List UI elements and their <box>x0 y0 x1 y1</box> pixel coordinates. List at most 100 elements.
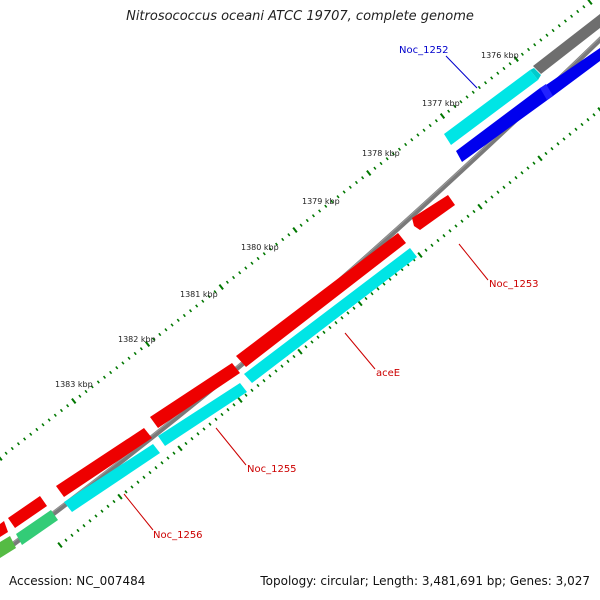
minor-tick <box>148 470 152 475</box>
minor-tick <box>139 347 143 351</box>
minor-tick <box>88 519 92 523</box>
minor-tick <box>422 128 426 132</box>
scale-label: 1381 kbp <box>180 290 218 299</box>
minor-tick <box>160 461 164 465</box>
gene-label-noc-1256: Noc_1256 <box>153 530 203 541</box>
major-tick <box>297 348 303 355</box>
minor-tick <box>544 151 548 156</box>
minor-tick <box>130 485 134 489</box>
minor-tick <box>202 427 206 431</box>
scale-label: 1377 kbp <box>422 99 460 108</box>
cds-noc-1256 <box>56 428 152 497</box>
minor-tick <box>268 374 272 378</box>
major-tick <box>57 542 63 548</box>
minor-tick <box>502 66 506 71</box>
minor-tick <box>490 76 494 80</box>
minor-tick <box>170 323 174 327</box>
major-tick <box>0 456 3 461</box>
minor-tick <box>100 509 104 513</box>
minor-tick <box>532 161 536 165</box>
minor-tick <box>334 320 338 325</box>
minor-tick <box>121 361 125 365</box>
minor-tick <box>304 345 308 349</box>
minor-tick <box>568 132 572 136</box>
minor-tick <box>214 417 218 422</box>
minor-tick <box>275 242 279 246</box>
minor-tick <box>434 119 438 123</box>
minor-tick <box>256 256 260 261</box>
minor-tick <box>281 237 285 242</box>
topology-summary: Topology: circular; Length: 3,481,691 bp… <box>260 574 590 588</box>
minor-tick <box>226 407 230 412</box>
major-tick <box>292 227 298 233</box>
label-leaders <box>123 55 489 531</box>
cds-noc-1256-cyan <box>64 444 160 512</box>
minor-tick <box>592 113 596 117</box>
minor-tick <box>274 369 278 373</box>
minor-tick <box>280 364 284 368</box>
minor-tick <box>109 370 113 375</box>
major-tick <box>477 203 483 210</box>
major-tick <box>71 398 77 404</box>
minor-tick <box>231 275 236 280</box>
minor-tick <box>310 340 314 344</box>
minor-tick <box>352 306 356 310</box>
minor-tick <box>322 330 326 335</box>
minor-tick <box>305 218 309 223</box>
minor-tick <box>158 332 162 337</box>
scale-label: 1382 kbp <box>118 335 156 344</box>
minor-tick <box>428 123 432 128</box>
minor-tick <box>328 325 332 330</box>
minor-tick <box>459 100 463 104</box>
minor-tick <box>102 375 107 379</box>
minor-tick <box>382 282 386 286</box>
cds-noc-1252-tail <box>540 84 553 100</box>
minor-tick <box>520 52 524 56</box>
minor-tick <box>551 28 555 33</box>
minor-tick <box>94 514 98 518</box>
minor-tick <box>16 442 20 446</box>
major-tick <box>117 493 123 500</box>
minor-tick <box>164 328 168 332</box>
minor-tick <box>124 490 128 494</box>
minor-tick <box>184 441 188 446</box>
minor-tick <box>460 219 464 223</box>
minor-tick <box>188 309 193 313</box>
cds-noc-1255 <box>150 363 240 428</box>
cds-acee <box>236 233 406 367</box>
minor-tick <box>385 157 389 161</box>
minor-tick <box>213 290 217 294</box>
major-tick <box>237 397 243 403</box>
minor-tick <box>90 385 94 389</box>
major-tick <box>177 445 183 452</box>
minor-tick <box>47 418 51 422</box>
minor-tick <box>330 199 334 204</box>
minor-tick <box>586 117 590 122</box>
major-tick <box>144 341 151 347</box>
minor-tick <box>115 366 119 370</box>
minor-tick <box>316 335 320 339</box>
minor-tick <box>142 475 146 480</box>
cds-red-left <box>8 496 47 528</box>
minor-tick <box>370 291 374 296</box>
cds-red-edge <box>0 521 8 537</box>
minor-tick <box>201 299 205 303</box>
minor-tick <box>582 5 586 9</box>
major-tick <box>417 252 423 258</box>
gene-label-acee: aceE <box>376 368 400 379</box>
minor-tick <box>388 277 392 281</box>
minor-tick <box>477 85 481 90</box>
minor-tick <box>311 214 315 218</box>
backbone-arc <box>0 36 600 558</box>
minor-tick <box>361 176 365 180</box>
minor-tick <box>472 209 476 214</box>
minor-tick <box>373 166 377 170</box>
minor-tick <box>250 261 254 265</box>
minor-tick <box>268 247 272 251</box>
scale-label: 1383 kbp <box>55 380 93 389</box>
minor-tick <box>442 233 446 238</box>
accession-label: Accession: NC_007484 <box>9 574 146 588</box>
minor-tick <box>394 272 398 277</box>
minor-tick <box>324 204 328 208</box>
